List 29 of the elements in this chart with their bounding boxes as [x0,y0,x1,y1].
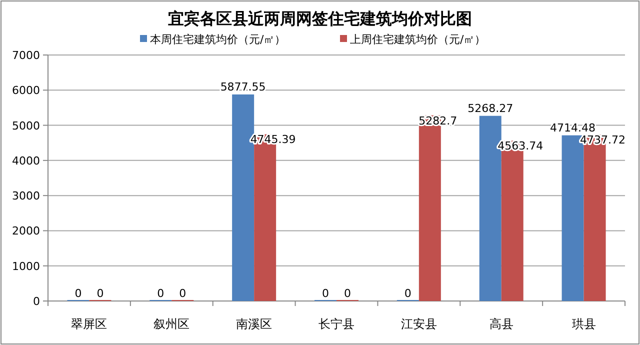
data-label: 0 [322,287,329,300]
data-label: 5268.27 [468,102,514,115]
x-tick-label: 叙州区 [154,317,190,331]
data-label: 4714.48 [550,121,596,134]
y-tick-label: 4000 [12,154,40,168]
y-tick-label: 3000 [12,190,40,203]
y-tick-label: 6000 [12,84,40,98]
x-tick-label: 南溪区 [236,317,272,331]
y-tick-label: 7000 [12,49,40,62]
data-label: 0 [96,287,104,300]
data-label: 0 [157,287,164,300]
data-label: 0 [74,287,82,300]
x-tick-label: 长宁县 [318,317,354,331]
x-tick-label: 珙县 [572,317,596,331]
chart-title: 宜宾各区县近两周网签住宅建筑均价对比图 [168,9,472,28]
legend-label: 上周住宅建筑均价（元/㎡） [350,33,486,46]
data-label: 0 [404,287,412,300]
y-tick-label: 0 [33,295,40,308]
data-label: 5877.55 [220,80,266,94]
x-tick-label: 江安县 [400,317,437,331]
data-label: 0 [344,287,351,300]
data-label: 4745.39 [250,133,296,146]
legend-label: 本周住宅建筑均价（元/㎡） [150,33,286,46]
y-tick-label: 5000 [12,119,40,132]
y-tick-label: 2000 [12,224,40,238]
x-tick-label: 翠屏区 [71,317,108,331]
y-tick-label: 1000 [12,260,40,273]
x-tick-label: 高县 [489,317,514,331]
data-label: 0 [179,287,186,300]
